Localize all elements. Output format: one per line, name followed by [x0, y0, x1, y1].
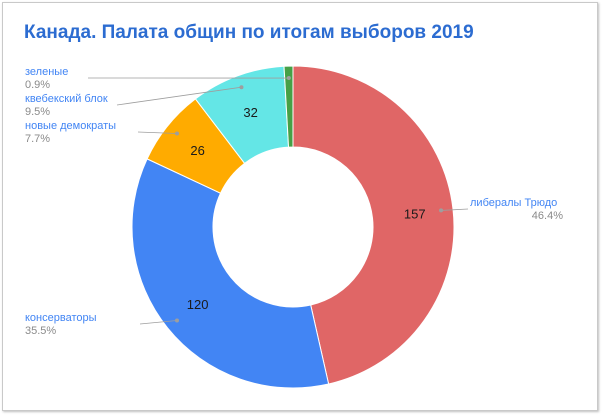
leader-dot — [175, 318, 180, 323]
donut-slice-1 — [292, 65, 455, 385]
legend-percent: 35.5% — [25, 325, 56, 337]
legend-percent: 9.5% — [25, 106, 50, 118]
donut-slice-2 — [131, 158, 330, 389]
donut-slice-5 — [283, 65, 294, 148]
slice-value-label: 157 — [404, 206, 426, 221]
legend-label: квебекский блок — [25, 93, 108, 105]
legend-label: зеленые — [25, 66, 68, 78]
leader-dot — [439, 208, 444, 213]
leader-dot — [286, 76, 291, 81]
slice-value-label: 26 — [190, 143, 204, 158]
leader-line — [116, 86, 242, 106]
leader-line — [441, 208, 469, 211]
leader-dot — [239, 85, 244, 90]
legend-label: новые демократы — [25, 120, 116, 132]
slice-value-label: 32 — [243, 105, 257, 120]
chart-title: Канада. Палата общин по итогам выборов 2… — [24, 22, 474, 43]
leader-line — [139, 320, 178, 325]
legend-percent: 0.9% — [25, 79, 50, 91]
leader-line — [137, 131, 178, 134]
legend-percent: 7.7% — [25, 133, 50, 145]
legend-label: либералы Трюдо — [470, 197, 557, 209]
slice-value-label: 120 — [187, 297, 209, 312]
leader-dot — [175, 131, 180, 136]
legend-label: консерваторы — [25, 312, 97, 324]
legend-percent: 46.4% — [532, 210, 563, 222]
